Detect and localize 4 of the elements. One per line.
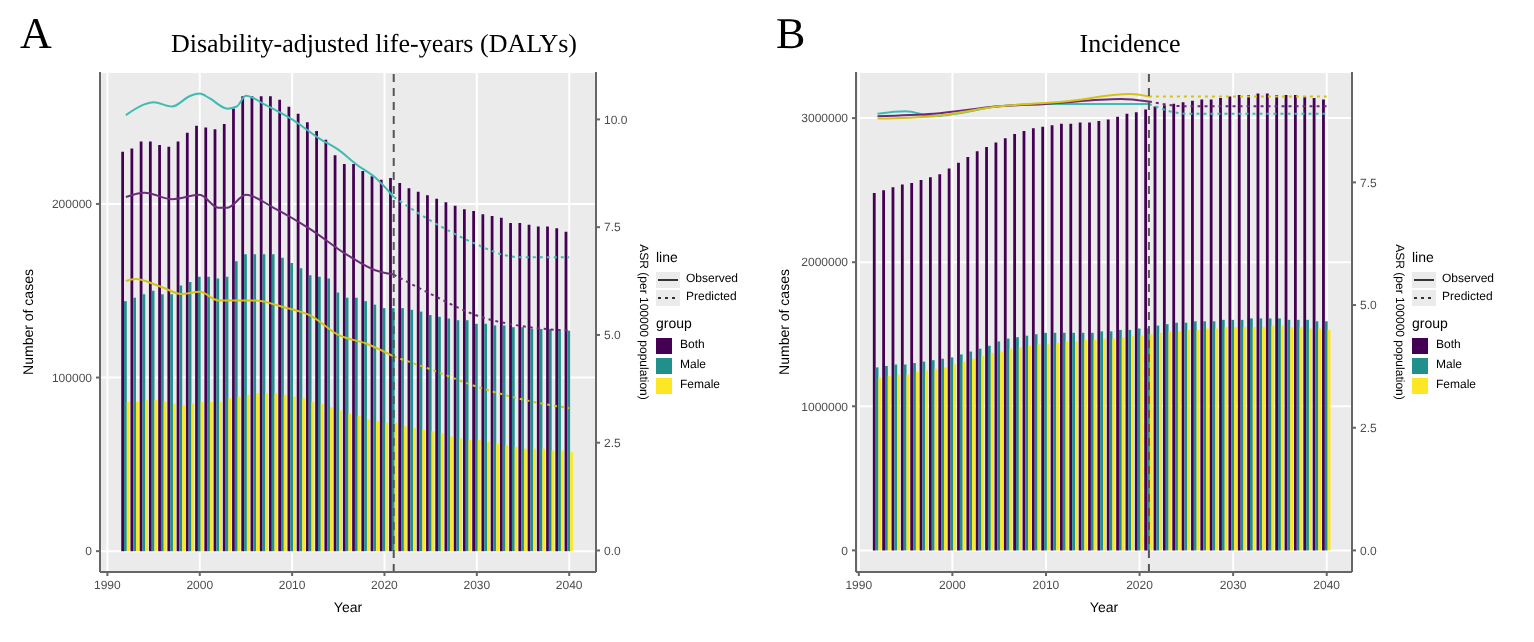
text: B bbox=[776, 8, 806, 60]
chart-title: Disability-adjusted life-years (DALYs) bbox=[168, 28, 580, 60]
text: A bbox=[20, 8, 52, 60]
chart-title: Incidence bbox=[1077, 28, 1183, 60]
